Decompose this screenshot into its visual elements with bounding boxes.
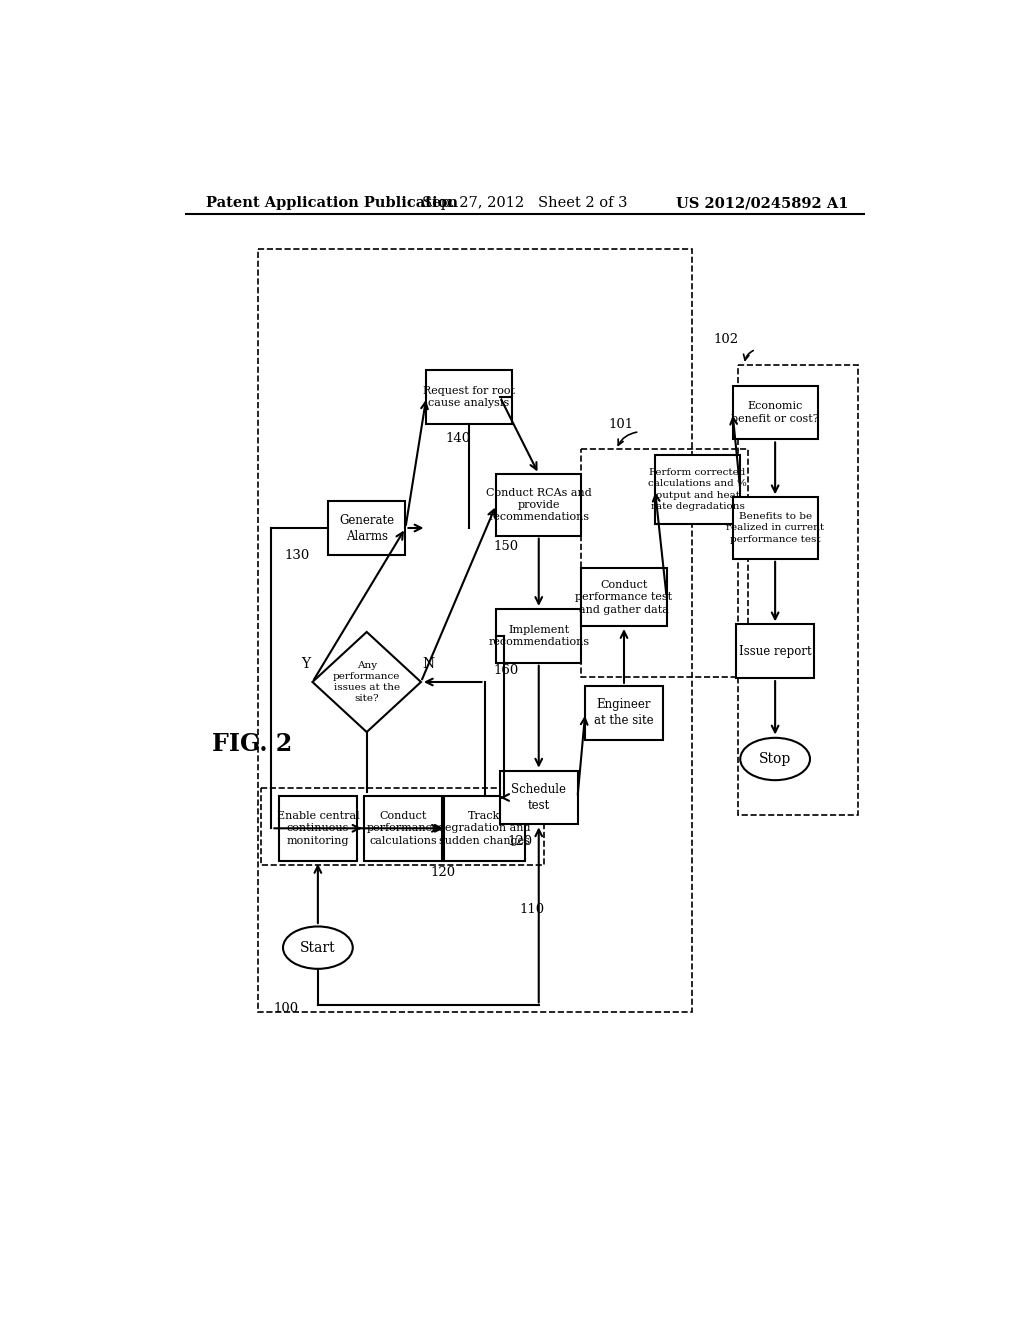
Bar — [258, 249, 692, 1011]
Text: Any
performance
issues at the
site?: Any performance issues at the site? — [333, 661, 400, 704]
Bar — [328, 502, 406, 554]
Bar — [496, 609, 582, 663]
Text: Economic
benefit or cost?: Economic benefit or cost? — [731, 401, 819, 424]
Text: Benefits to be
realized in current
performance test: Benefits to be realized in current perfo… — [726, 512, 824, 544]
Text: Generate
Alarms: Generate Alarms — [339, 513, 394, 543]
Ellipse shape — [283, 927, 352, 969]
Bar — [500, 771, 578, 825]
Bar — [732, 498, 818, 558]
Bar — [736, 624, 814, 678]
Text: US 2012/0245892 A1: US 2012/0245892 A1 — [676, 197, 849, 210]
Text: FIG. 2: FIG. 2 — [212, 731, 292, 755]
Text: Patent Application Publication: Patent Application Publication — [206, 197, 458, 210]
Text: 102: 102 — [713, 333, 738, 346]
Text: Sep. 27, 2012   Sheet 2 of 3: Sep. 27, 2012 Sheet 2 of 3 — [422, 197, 628, 210]
Bar — [261, 788, 544, 866]
Text: Stop: Stop — [759, 752, 792, 766]
Text: 130: 130 — [285, 549, 310, 562]
Text: 101: 101 — [608, 418, 634, 430]
Bar — [280, 796, 356, 861]
Bar — [496, 474, 582, 536]
Text: N: N — [423, 657, 435, 671]
Text: Enable central
continuous
monitoring: Enable central continuous monitoring — [276, 810, 359, 846]
Bar — [426, 370, 512, 424]
Bar — [586, 686, 663, 739]
Polygon shape — [312, 632, 421, 733]
Ellipse shape — [740, 738, 810, 780]
Text: Conduct RCAs and
provide
recommendations: Conduct RCAs and provide recommendations — [485, 487, 592, 523]
Text: 110: 110 — [519, 903, 545, 916]
Text: Perform corrected
calculations and %
output and heat
rate degradations: Perform corrected calculations and % out… — [648, 469, 748, 511]
Text: 100: 100 — [273, 1002, 299, 1015]
Text: Implement
recommendations: Implement recommendations — [488, 624, 590, 647]
Text: Conduct
performance
calculations: Conduct performance calculations — [367, 810, 439, 846]
Text: Track
degradation and
sudden changes: Track degradation and sudden changes — [438, 810, 530, 846]
Text: Y: Y — [302, 657, 311, 671]
Text: Request for root
cause analysis: Request for root cause analysis — [423, 385, 515, 408]
Bar — [443, 796, 525, 861]
Text: 150: 150 — [494, 540, 519, 553]
Bar — [582, 449, 748, 677]
Text: Engineer
at the site: Engineer at the site — [594, 698, 653, 727]
Text: 140: 140 — [445, 432, 471, 445]
Text: Issue report: Issue report — [738, 644, 811, 657]
Bar — [732, 385, 818, 440]
Text: Schedule
test: Schedule test — [511, 783, 566, 812]
Bar — [738, 364, 858, 816]
Bar — [655, 455, 740, 524]
Text: Start: Start — [300, 941, 336, 954]
Bar — [582, 569, 667, 626]
Bar — [365, 796, 442, 861]
Text: 120: 120 — [430, 866, 456, 879]
Text: 120: 120 — [508, 836, 532, 849]
Text: 160: 160 — [494, 664, 519, 677]
Text: Conduct
performance test
and gather data: Conduct performance test and gather data — [575, 579, 673, 615]
